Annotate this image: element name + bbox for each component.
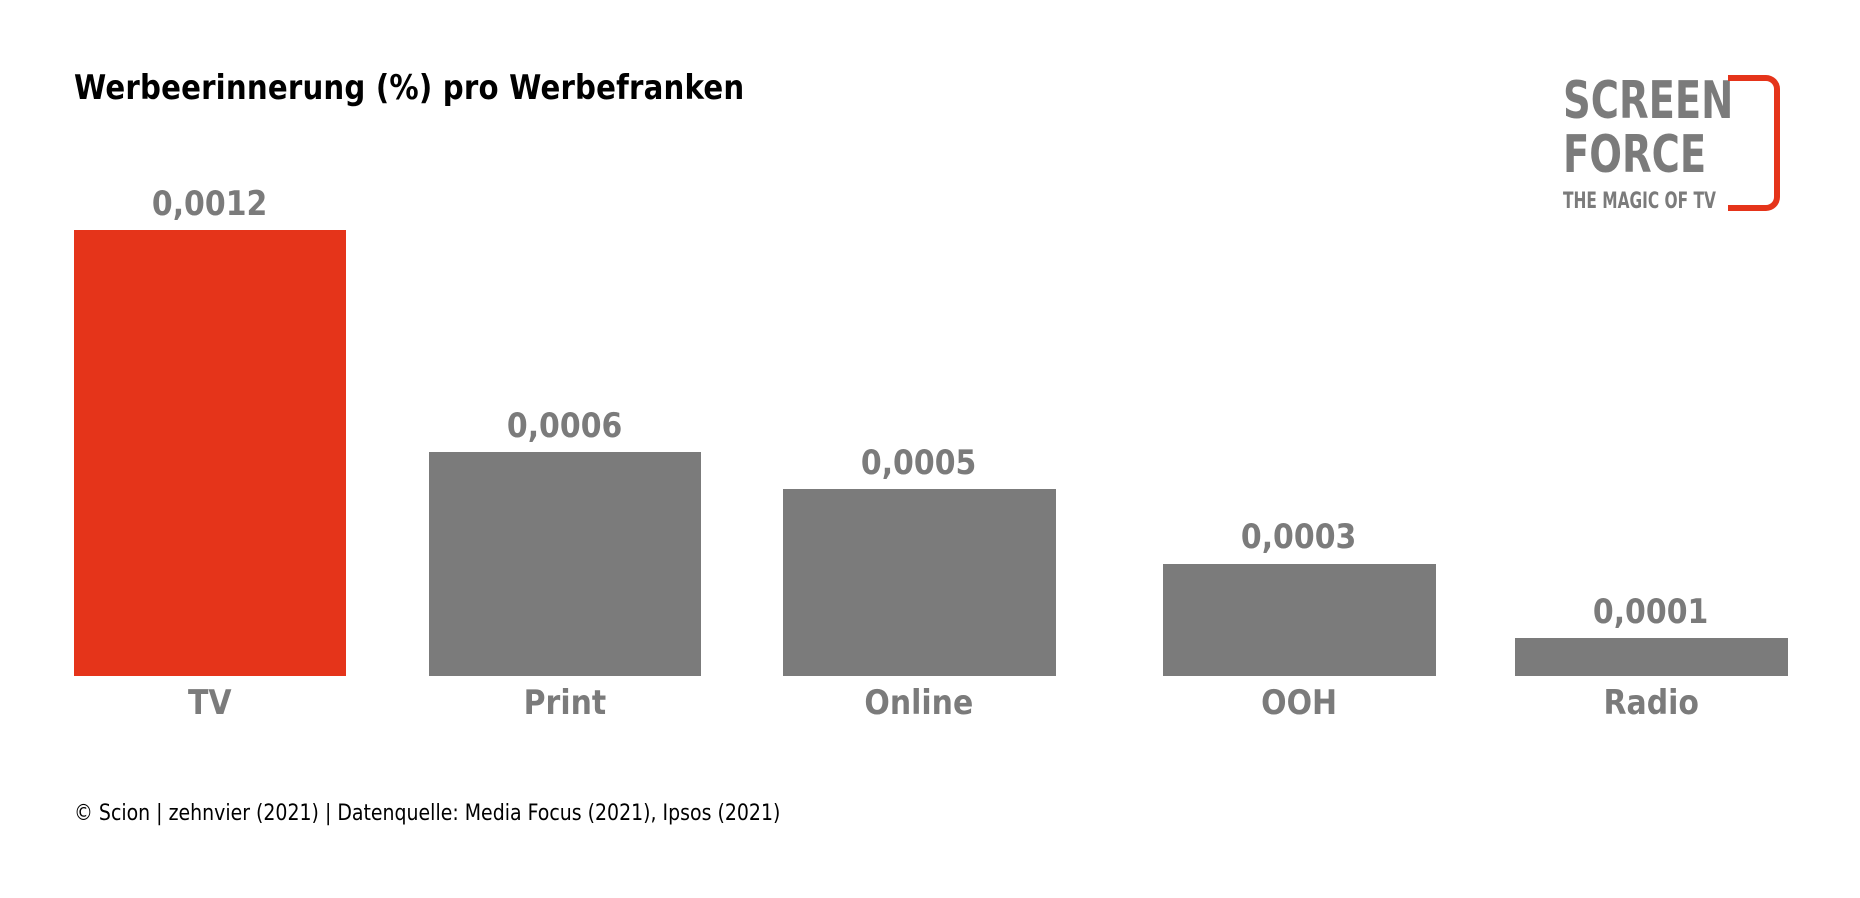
value-label-radio: 0,0001: [1593, 592, 1709, 632]
value-label-ooh: 0,0003: [1241, 517, 1357, 557]
bar-print: [429, 452, 701, 676]
logo-line-force: FORCE: [1563, 125, 1707, 185]
chart-title: Werbeerinnerung (%) pro Werbefranken: [74, 68, 745, 108]
bar-tv: [74, 230, 346, 676]
screenforce-logo: SCREEN FORCE THE MAGIC OF TV: [1563, 75, 1793, 220]
value-label-online: 0,0005: [861, 443, 977, 483]
logo-tagline: THE MAGIC OF TV: [1563, 189, 1716, 214]
category-label-online: Online: [864, 683, 974, 723]
bar-ooh: [1163, 564, 1436, 676]
value-label-tv: 0,0012: [152, 184, 268, 224]
logo-line-screen: SCREEN: [1563, 71, 1734, 131]
category-label-tv: TV: [188, 683, 232, 723]
category-label-ooh: OOH: [1261, 683, 1337, 723]
logo-bracket-icon: [1728, 75, 1780, 211]
value-label-print: 0,0006: [507, 406, 623, 446]
bar-radio: [1515, 638, 1788, 676]
source-footnote: © Scion | zehnvier (2021) | Datenquelle:…: [74, 801, 781, 826]
category-label-radio: Radio: [1603, 683, 1699, 723]
bar-online: [783, 489, 1056, 676]
category-label-print: Print: [523, 683, 607, 723]
